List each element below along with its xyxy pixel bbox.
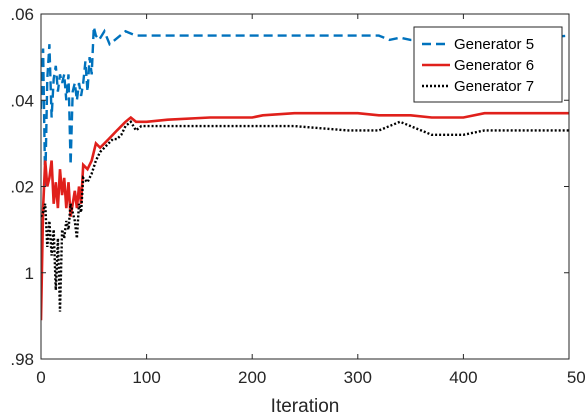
- x-ticks: 0 100 200 300 400 500: [36, 14, 585, 387]
- x-axis-label: Iteration: [271, 396, 340, 417]
- series-line-1: [41, 26, 569, 187]
- x-tick-label: 500: [567, 368, 585, 387]
- y-tick-label: .04: [10, 91, 34, 110]
- series-line-2: [41, 111, 569, 321]
- legend: Generator 5 Generator 6 Generator 7: [413, 26, 563, 103]
- plot-lines: [41, 26, 569, 321]
- x-tick-label: 300: [344, 368, 372, 387]
- y-tick-label: 1: [25, 264, 34, 283]
- x-tick-label: 100: [132, 368, 160, 387]
- y-tick-label: .06: [10, 5, 34, 24]
- x-tick-label: 200: [238, 368, 266, 387]
- legend-label-3: Generator 7: [454, 78, 534, 95]
- series-line-3: [41, 120, 569, 312]
- y-ticks: .98 1 .02 .04 .06: [10, 5, 569, 369]
- x-tick-label: 400: [449, 368, 477, 387]
- y-tick-label: .02: [10, 178, 34, 197]
- x-tick-label: 0: [36, 368, 45, 387]
- legend-box: [413, 26, 563, 103]
- y-tick-label: .98: [10, 350, 34, 369]
- legend-label-2: Generator 6: [454, 57, 534, 74]
- legend-label-1: Generator 5: [454, 36, 534, 53]
